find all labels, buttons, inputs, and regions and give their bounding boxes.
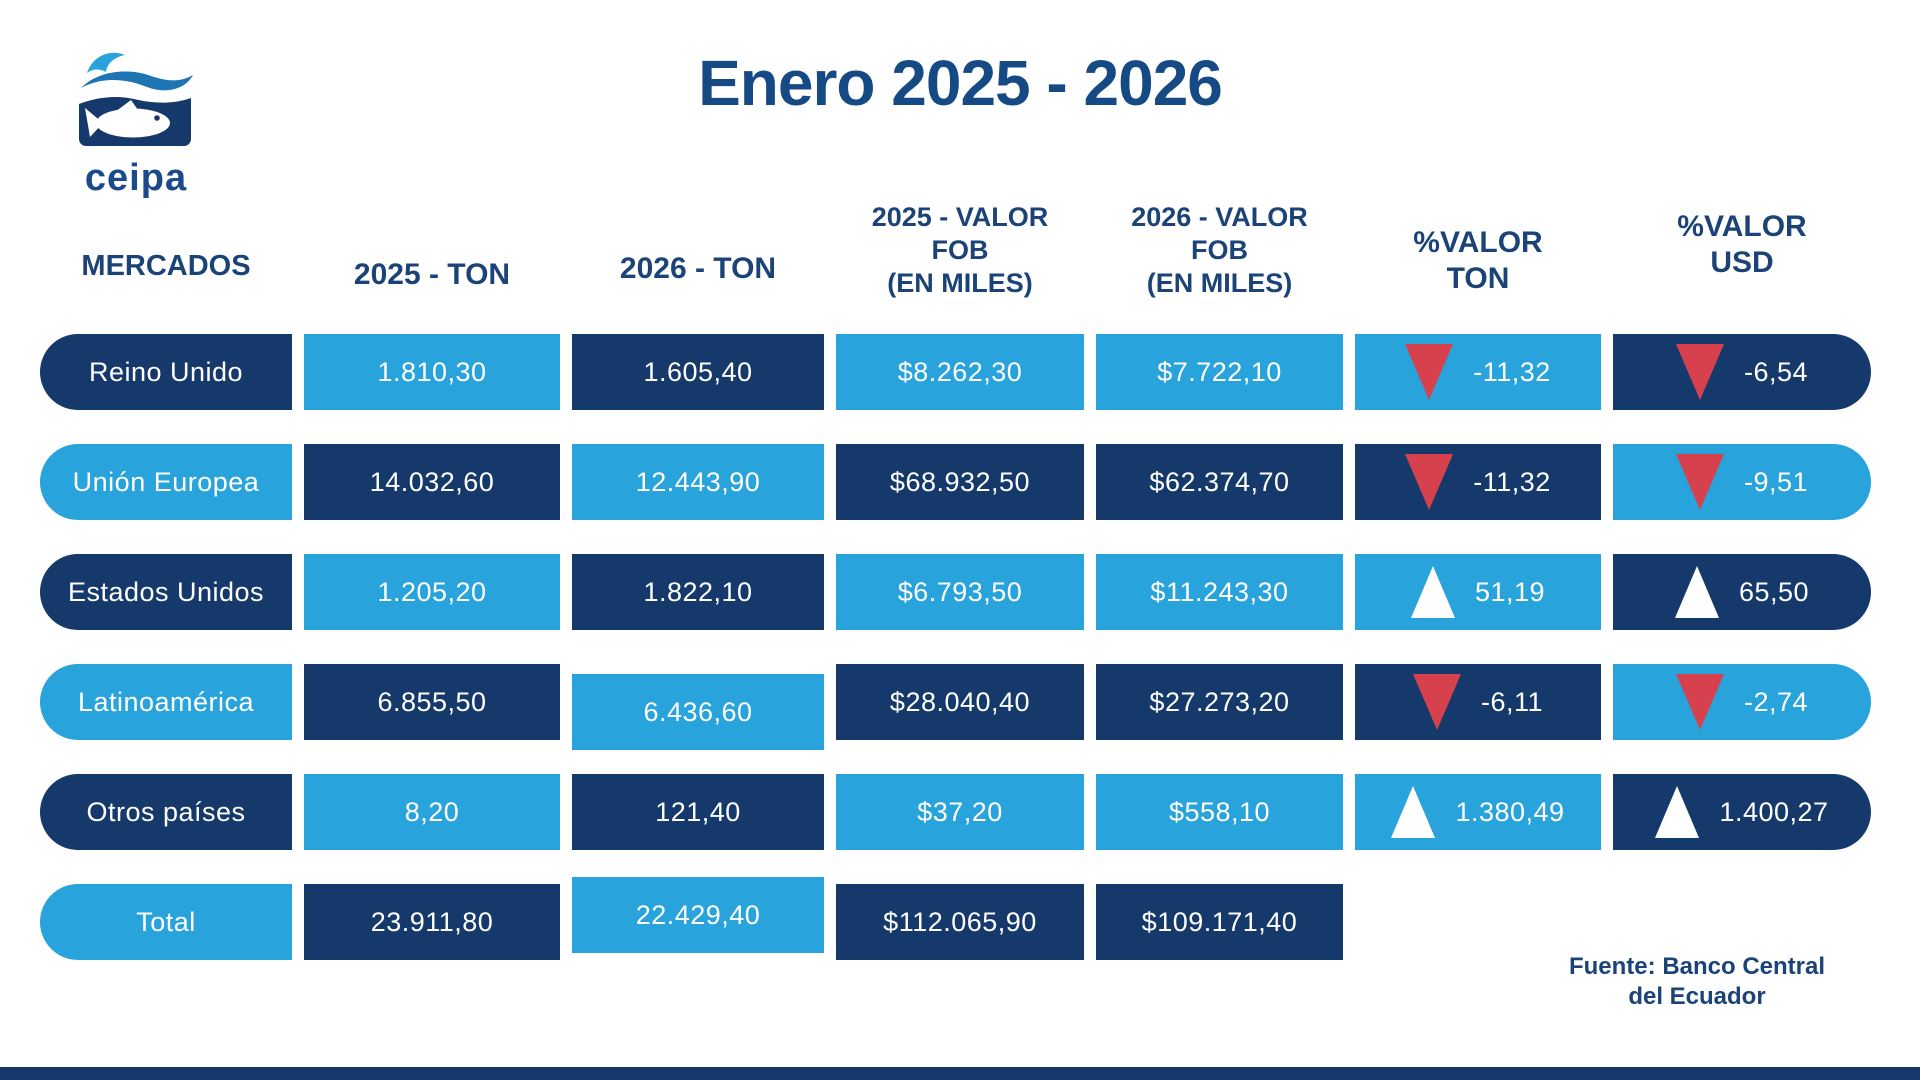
- market-cell: Unión Europea: [40, 444, 292, 520]
- pct-usd-cell: 1.400,27: [1613, 774, 1871, 850]
- trend-arrow-icon: [1675, 454, 1724, 510]
- ton-2026-cell: 22.429,40: [572, 877, 824, 953]
- fob-2025-cell: $112.065,90: [836, 884, 1084, 960]
- pct-usd-cell: 65,50: [1613, 554, 1871, 630]
- pct-ton-cell: 1.380,49: [1355, 774, 1601, 850]
- market-cell: Estados Unidos: [40, 554, 292, 630]
- brand-name: ceipa: [84, 157, 188, 199]
- pct-usd-cell: -2,74: [1613, 664, 1871, 740]
- trend-arrow-icon: [1405, 454, 1454, 510]
- fob-2025-cell: $8.262,30: [836, 334, 1084, 410]
- ton-2025-cell: 1.205,20: [304, 554, 560, 630]
- market-cell: Otros países: [40, 774, 292, 850]
- page-title: Enero 2025 - 2026: [698, 47, 1223, 119]
- pct-ton-cell: -6,11: [1355, 664, 1601, 740]
- ton-2026-cell: 121,40: [572, 774, 824, 850]
- pct-usd-cell: -9,51: [1613, 444, 1871, 520]
- ton-2025-cell: 6.855,50: [304, 664, 560, 740]
- header-fob-2026: 2026 - VALOR FOB (EN MILES): [1131, 202, 1308, 299]
- pct-value: 1.400,27: [1719, 796, 1829, 827]
- ton-2025-cell: 14.032,60: [304, 444, 560, 520]
- market-cell: Total: [40, 884, 292, 960]
- header-pct-usd: %VALOR USD: [1677, 209, 1807, 280]
- trend-arrow-icon: [1675, 344, 1724, 400]
- pct-value: -6,54: [1743, 356, 1809, 387]
- source-note: Fuente: Banco Central del Ecuador: [1568, 953, 1826, 1010]
- export-data-table: MERCADOS 2025 - TON 2026 - TON 2025 - VA…: [40, 188, 1871, 960]
- pct-value: -2,74: [1743, 686, 1809, 717]
- trend-arrow-icon: [1405, 344, 1454, 400]
- pct-usd-cell: -6,54: [1613, 334, 1871, 410]
- pct-value: 65,50: [1738, 576, 1810, 607]
- pct-value: 51,19: [1474, 576, 1546, 607]
- fob-2025-cell: $37,20: [836, 774, 1084, 850]
- ton-2026-cell: 1.822,10: [572, 554, 824, 630]
- fob-2026-cell: $27.273,20: [1096, 664, 1343, 740]
- fob-2026-cell: $11.243,30: [1096, 554, 1343, 630]
- pct-value: 1.380,49: [1455, 796, 1565, 827]
- fob-2026-cell: $558,10: [1096, 774, 1343, 850]
- ceipa-logo: ceipa: [70, 44, 202, 200]
- header-mercados: MERCADOS: [81, 249, 251, 282]
- header-fob-2025: 2025 - VALOR FOB (EN MILES): [871, 202, 1049, 299]
- footer-bar: [0, 1067, 1920, 1080]
- pct-value: -11,32: [1473, 466, 1551, 497]
- trend-arrow-icon: [1412, 674, 1461, 730]
- trend-arrow-icon: [1655, 786, 1700, 838]
- trend-arrow-icon: [1674, 566, 1719, 618]
- ton-2025-cell: 1.810,30: [304, 334, 560, 410]
- trend-arrow-icon: [1410, 566, 1455, 618]
- pct-value: -6,11: [1480, 686, 1544, 717]
- pct-value: -9,51: [1743, 466, 1809, 497]
- fob-2025-cell: $68.932,50: [836, 444, 1084, 520]
- pct-ton-cell: -11,32: [1355, 334, 1601, 410]
- market-cell: Reino Unido: [40, 334, 292, 410]
- ton-2025-cell: 8,20: [304, 774, 560, 850]
- header-ton-2026: 2026 - TON: [619, 252, 777, 286]
- fish-wave-logo-icon: [79, 52, 193, 146]
- fob-2026-cell: $62.374,70: [1096, 444, 1343, 520]
- pct-ton-cell: 51,19: [1355, 554, 1601, 630]
- ton-2026-cell: 1.605,40: [572, 334, 824, 410]
- fob-2025-cell: $28.040,40: [836, 664, 1084, 740]
- ton-2025-cell: 23.911,80: [304, 884, 560, 960]
- trend-arrow-icon: [1391, 786, 1436, 838]
- pct-ton-cell: -11,32: [1355, 444, 1601, 520]
- fob-2025-cell: $6.793,50: [836, 554, 1084, 630]
- fob-2026-cell: $109.171,40: [1096, 884, 1343, 960]
- header-ton-2025: 2025 - TON: [353, 258, 511, 292]
- trend-arrow-icon: [1675, 674, 1724, 730]
- ton-2026-cell: 6.436,60: [572, 674, 824, 750]
- header-pct-ton: %VALOR TON: [1413, 225, 1543, 296]
- ton-2026-cell: 12.443,90: [572, 444, 824, 520]
- market-cell: Latinoamérica: [40, 664, 292, 740]
- fob-2026-cell: $7.722,10: [1096, 334, 1343, 410]
- pct-value: -11,32: [1473, 356, 1551, 387]
